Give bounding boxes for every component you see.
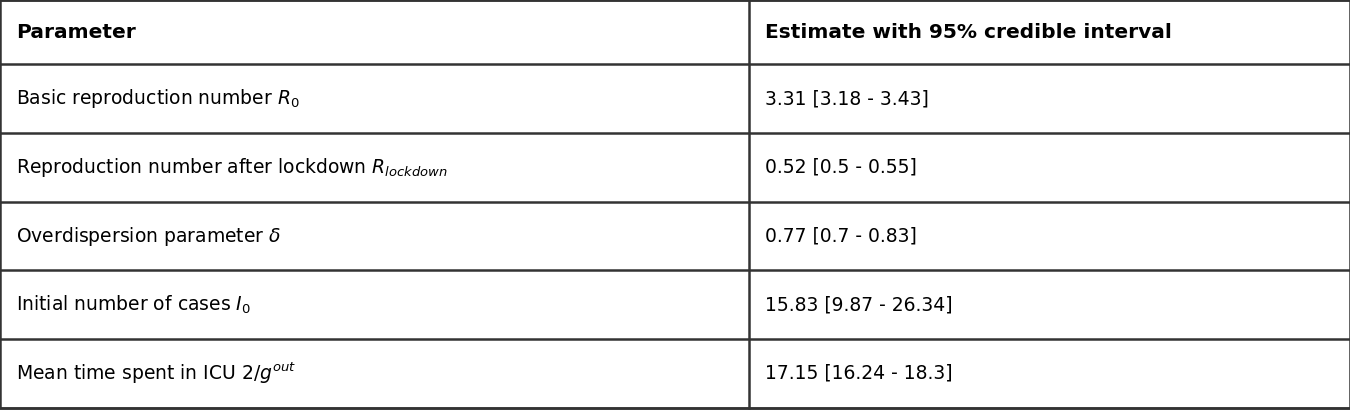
Text: 0.77 [0.7 - 0.83]: 0.77 [0.7 - 0.83] — [765, 227, 918, 245]
Text: Reproduction number after lockdown $R_{lockdown}$: Reproduction number after lockdown $R_{l… — [16, 156, 448, 179]
Text: Overdispersion parameter $\delta$: Overdispersion parameter $\delta$ — [16, 225, 281, 248]
Text: Parameter: Parameter — [16, 23, 136, 42]
Text: 15.83 [9.87 - 26.34]: 15.83 [9.87 - 26.34] — [765, 295, 953, 314]
Text: Estimate with 95% credible interval: Estimate with 95% credible interval — [765, 23, 1172, 42]
Text: Initial number of cases $I_0$: Initial number of cases $I_0$ — [16, 294, 251, 316]
Text: 17.15 [16.24 - 18.3]: 17.15 [16.24 - 18.3] — [765, 364, 953, 383]
Text: Mean time spent in ICU $2/g^{out}$: Mean time spent in ICU $2/g^{out}$ — [16, 361, 296, 386]
Text: 3.31 [3.18 - 3.43]: 3.31 [3.18 - 3.43] — [765, 89, 929, 108]
Text: Basic reproduction number $R_0$: Basic reproduction number $R_0$ — [16, 87, 300, 110]
Text: 0.52 [0.5 - 0.55]: 0.52 [0.5 - 0.55] — [765, 158, 918, 177]
